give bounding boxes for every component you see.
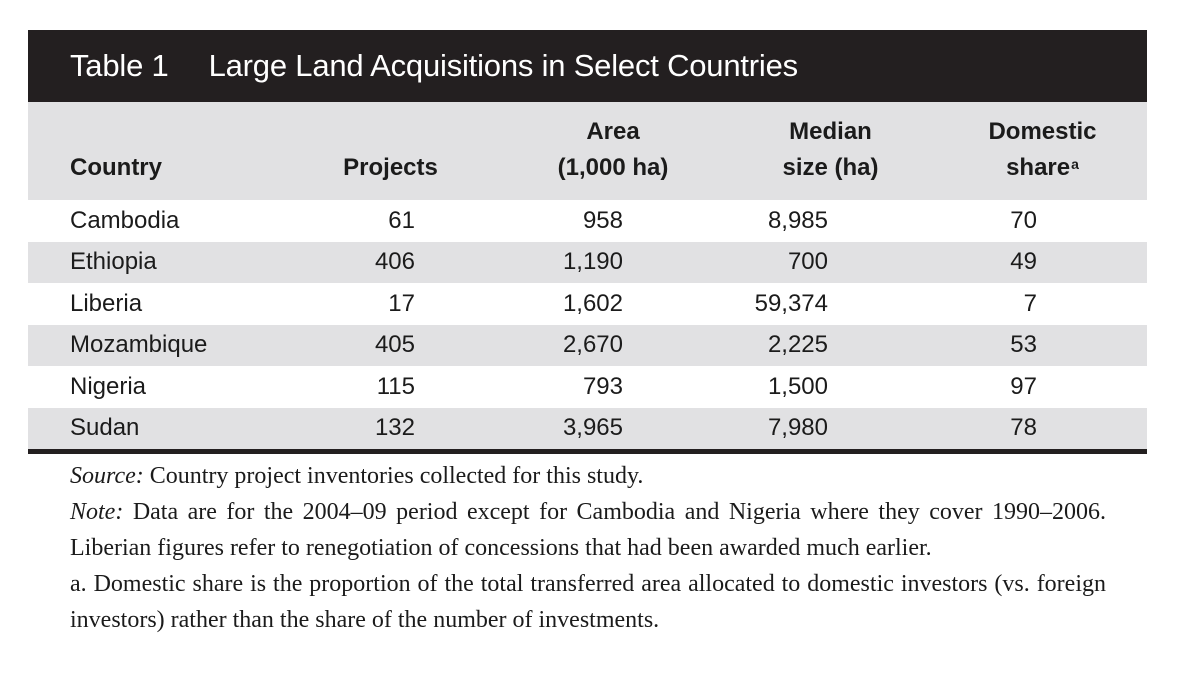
cell-area: 958 xyxy=(582,206,623,234)
cell-country: Mozambique xyxy=(70,331,208,359)
cell-country: Liberia xyxy=(70,289,143,317)
cell-domestic: 53 xyxy=(1010,331,1037,359)
cell-projects: 405 xyxy=(374,331,415,359)
table-title: Large Land Acquisitions in Select Countr… xyxy=(208,48,799,83)
note-text: Data are for the 2004–09 period except f… xyxy=(70,499,1106,561)
header-area: Area (1,000 ha) xyxy=(503,102,723,200)
header-row: Country Projects Area (1,000 ha) Median … xyxy=(28,102,1147,200)
header-domestic: Domestic sharea xyxy=(938,102,1147,200)
header-domestic-line1: Domestic xyxy=(988,118,1097,145)
cell-domestic: 70 xyxy=(1010,206,1037,234)
general-note: Note: Data are for the 2004–09 period ex… xyxy=(70,494,1106,566)
cell-median: 2,225 xyxy=(767,331,828,359)
table-row: Ethiopia 406 1,190 700 49 xyxy=(28,241,1147,283)
table-row: Cambodia 61 958 8,985 70 xyxy=(28,200,1147,242)
cell-area: 2,670 xyxy=(562,331,623,359)
cell-median: 1,500 xyxy=(767,372,828,400)
cell-domestic: 49 xyxy=(1010,248,1037,276)
cell-country: Nigeria xyxy=(70,372,147,400)
header-median: Median size (ha) xyxy=(723,102,938,200)
table-row: Liberia 17 1,602 59,374 7 xyxy=(28,283,1147,325)
source-text: Country project inventories collected fo… xyxy=(143,463,644,489)
cell-area: 793 xyxy=(582,372,623,400)
table-row: Sudan 132 3,965 7,980 78 xyxy=(28,407,1147,449)
source-note: Source: Country project inventories coll… xyxy=(70,458,1106,494)
cell-median: 59,374 xyxy=(754,289,828,317)
header-area-line2: (1,000 ha) xyxy=(557,154,669,181)
footnote-a: a. Domestic share is the proportion of t… xyxy=(70,571,1106,633)
cell-domestic: 7 xyxy=(1023,289,1037,317)
table-body: Cambodia 61 958 8,985 70 Ethiopia 406 1,… xyxy=(28,200,1147,449)
cell-projects: 406 xyxy=(374,248,415,276)
header-median-line1: Median xyxy=(789,118,872,145)
table-number: Table 1 xyxy=(70,48,169,83)
cell-projects: 115 xyxy=(376,372,415,400)
source-label: Source: xyxy=(70,463,144,489)
note-label: Note: xyxy=(70,499,124,525)
data-table: Country Projects Area (1,000 ha) Median … xyxy=(28,102,1147,449)
table-bottom-rule xyxy=(28,449,1147,454)
header-projects: Projects xyxy=(343,154,438,181)
table-notes: Source: Country project inventories coll… xyxy=(70,458,1106,638)
cell-median: 7,980 xyxy=(767,414,828,442)
cell-projects: 61 xyxy=(388,206,415,234)
cell-projects: 17 xyxy=(388,289,415,317)
cell-country: Ethiopia xyxy=(70,248,157,276)
table-row: Nigeria 115 793 1,500 97 xyxy=(28,366,1147,408)
table-row: Mozambique 405 2,670 2,225 53 xyxy=(28,324,1147,366)
cell-median: 700 xyxy=(787,248,828,276)
cell-projects: 132 xyxy=(374,414,415,442)
header-country: Country xyxy=(70,154,162,181)
cell-area: 1,602 xyxy=(562,289,623,317)
cell-domestic: 78 xyxy=(1010,414,1037,442)
header-area-line1: Area xyxy=(586,118,640,145)
cell-median: 8,985 xyxy=(767,206,828,234)
cell-country: Sudan xyxy=(70,414,140,442)
table-title-bar: Table 1 Large Land Acquisitions in Selec… xyxy=(28,30,1147,102)
header-median-line2: size (ha) xyxy=(782,154,879,181)
cell-domestic: 97 xyxy=(1010,372,1037,400)
cell-area: 1,190 xyxy=(562,248,623,276)
cell-country: Cambodia xyxy=(70,206,180,234)
header-domestic-line2: share xyxy=(1006,154,1071,181)
footnote-marker: a xyxy=(1071,156,1079,172)
cell-area: 3,965 xyxy=(562,414,623,442)
land-acquisitions-table: Table 1 Large Land Acquisitions in Selec… xyxy=(28,30,1147,454)
table-header: Country Projects Area (1,000 ha) Median … xyxy=(28,102,1147,200)
